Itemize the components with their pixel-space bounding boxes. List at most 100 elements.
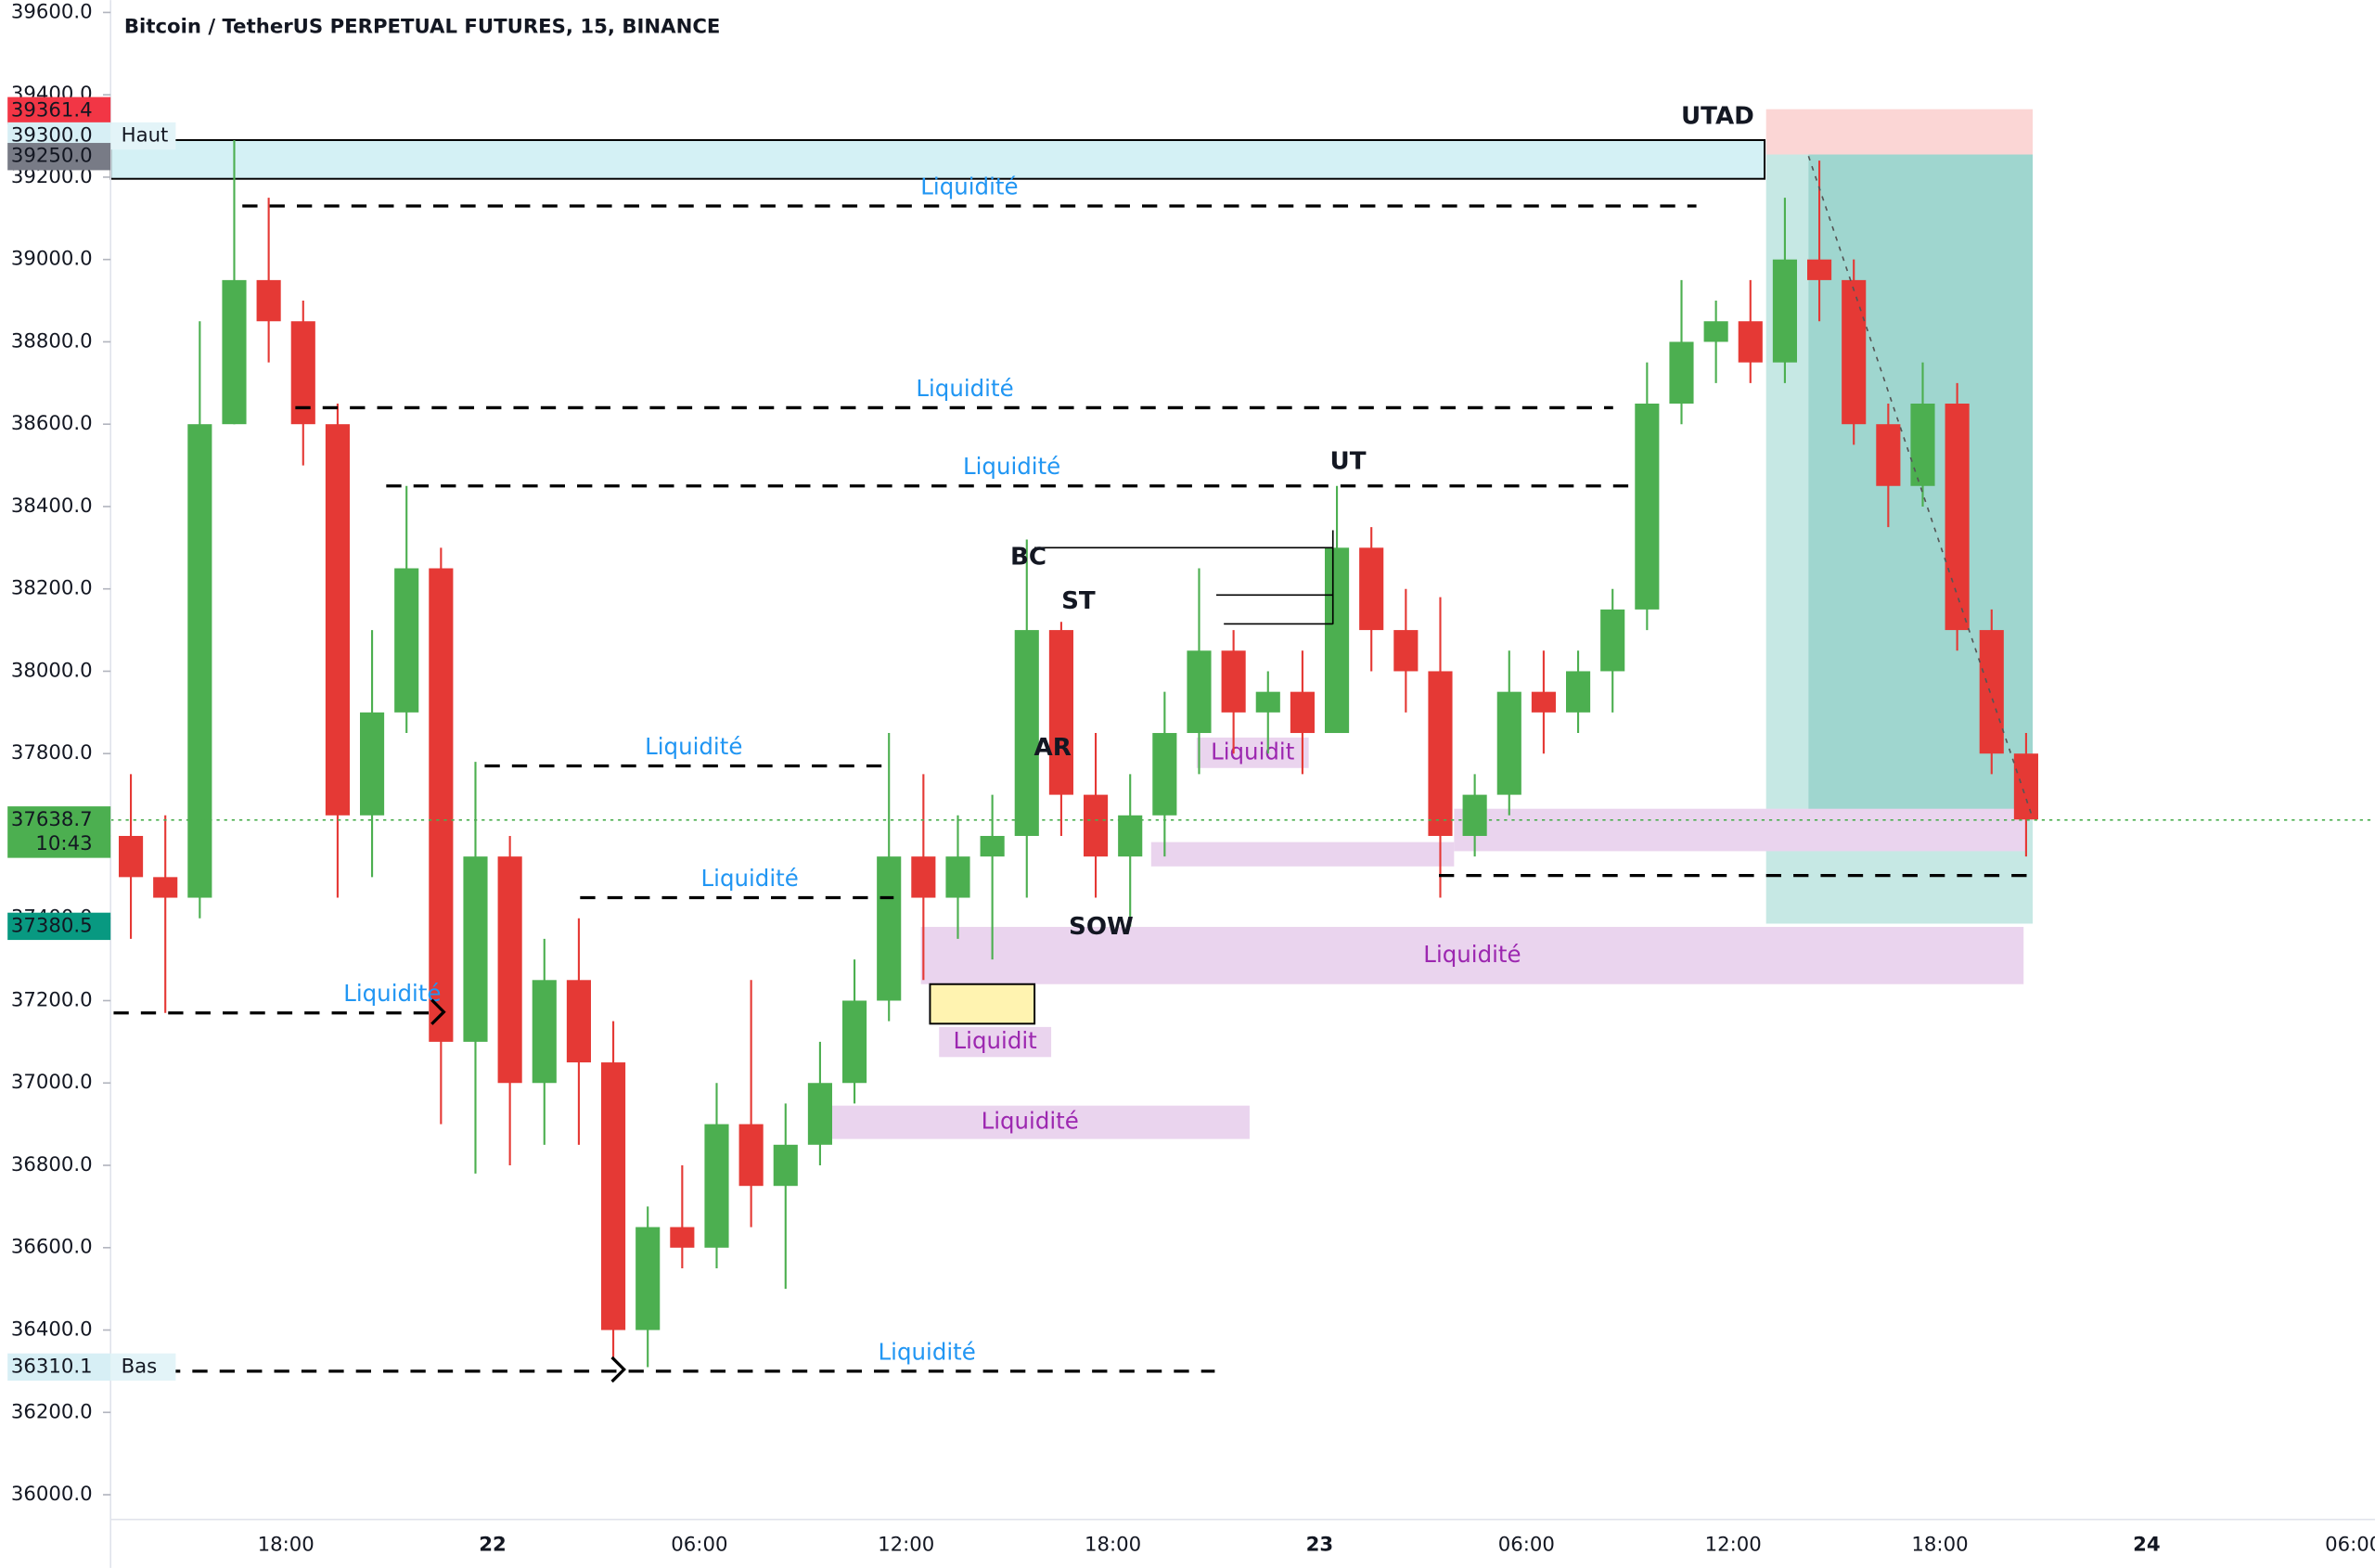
zone-label: Liquidité — [982, 1108, 1079, 1135]
liquidity-label: Liquidité — [879, 1338, 976, 1365]
candle-body — [463, 856, 488, 1042]
price-badge — [7, 806, 111, 858]
x-tick-label: 24 — [2133, 1533, 2161, 1556]
candle-body — [497, 856, 522, 1084]
candle-body — [945, 856, 970, 898]
plot-layer: LiquiditéLiquiditéLiquiditéLiquiditéLiqu… — [110, 102, 2375, 1373]
x-tick-label: 18:00 — [1911, 1533, 1968, 1556]
liquidity-label: Liquidité — [963, 453, 1060, 480]
candle-body — [187, 424, 212, 898]
candle-body — [807, 1083, 832, 1145]
candle-body — [1290, 691, 1315, 734]
x-tick-label: 12:00 — [878, 1533, 934, 1556]
y-tick-label: 38400.0 — [11, 495, 93, 518]
candle-body — [1531, 691, 1556, 713]
candle-body — [1462, 794, 1487, 836]
y-tick-label: 38800.0 — [11, 329, 93, 353]
event-label: SOW — [1069, 913, 1134, 941]
candle-body — [2013, 753, 2038, 820]
y-tick-label: 36600.0 — [11, 1236, 93, 1259]
liquidity-label: Liquidité — [343, 980, 441, 1007]
candle-body — [773, 1144, 798, 1187]
zone-label: Liquidit — [1211, 738, 1295, 765]
candle-body — [153, 877, 178, 898]
liquidity-label: Liquidité — [916, 375, 1013, 402]
candle-body — [1600, 609, 1625, 672]
zone — [920, 927, 2024, 984]
candle-body — [1910, 404, 1935, 486]
price-tag-label: Bas — [122, 1355, 158, 1378]
candle-body — [1842, 279, 1867, 425]
zone — [1196, 737, 1309, 768]
price-badge-label: 37380.5 — [11, 914, 93, 937]
axis-layer: 36000.0 36200.0 36400.0 36600.0 36800.0 37000… — [7, 0, 2375, 1556]
y-tick-label: 36200.0 — [11, 1400, 93, 1423]
candle-body — [532, 980, 557, 1084]
y-tick-label: 37200.0 — [11, 988, 93, 1011]
zone — [1454, 808, 2027, 852]
candle-body — [635, 1227, 661, 1330]
zone — [1150, 842, 1455, 867]
chevron — [430, 998, 446, 1025]
zone — [810, 1105, 1250, 1139]
candle-body — [360, 712, 385, 816]
zone — [109, 139, 1766, 180]
candle-body — [1393, 630, 1419, 672]
price-tag — [110, 122, 176, 150]
candle-body — [704, 1124, 729, 1248]
candle-body — [1945, 404, 1970, 631]
candle-body — [119, 835, 144, 878]
event-label: UT — [1330, 448, 1367, 476]
candle-body — [394, 568, 419, 713]
y-tick-label: 36800.0 — [11, 1153, 93, 1176]
countdown-label: 10:43 — [35, 832, 92, 855]
candle-body — [1703, 321, 1728, 342]
x-tick-label: 06:00 — [2325, 1533, 2375, 1556]
x-tick-label: 22 — [479, 1533, 507, 1556]
x-tick-label: 12:00 — [1705, 1533, 1762, 1556]
y-tick-label: 39000.0 — [11, 248, 93, 271]
candle-body — [1048, 630, 1073, 795]
candle-body — [1979, 630, 2004, 754]
candle-body — [1221, 650, 1246, 713]
candle-body — [1428, 671, 1453, 836]
zone — [1765, 109, 2034, 155]
candle-body — [980, 835, 1005, 857]
candle-body — [1772, 259, 1797, 363]
candle-body — [1118, 815, 1143, 857]
price-tag-label: Haut — [122, 124, 169, 148]
candle-body — [1359, 547, 1384, 631]
price-badge-label: 36310.1 — [11, 1355, 93, 1378]
zones-layer: Liquidité Liquidit Liquidité Liquidit — [109, 109, 2034, 1139]
zone — [929, 983, 1036, 1025]
liquidity-label: Liquidité — [920, 173, 1018, 199]
x-tick-label: 18:00 — [1085, 1533, 1141, 1556]
candle-body — [1669, 341, 1694, 405]
candle-body — [325, 424, 350, 816]
y-tick-label: 39600.0 — [11, 0, 93, 23]
y-tick-label: 38600.0 — [11, 412, 93, 435]
price-badge — [7, 912, 111, 941]
price-badge-label: 39250.0 — [11, 145, 93, 168]
candle-body — [1187, 650, 1212, 734]
candle-body — [670, 1227, 695, 1248]
candle-body — [1152, 733, 1177, 816]
chart-title: Bitcoin / TetherUS PERPETUAL FUTURES, 15… — [124, 15, 721, 38]
x-tick-label: 06:00 — [671, 1533, 727, 1556]
zone-label: Liquidit — [954, 1027, 1038, 1054]
y-tick-label: 38200.0 — [11, 577, 93, 600]
price-tag — [110, 1353, 176, 1382]
candle-body — [842, 1000, 867, 1084]
candle-body — [1566, 671, 1591, 713]
event-label: BC — [1010, 543, 1046, 571]
price-badge — [7, 143, 111, 171]
y-tick-label: 36400.0 — [11, 1318, 93, 1342]
liquidity-label: Liquidité — [645, 733, 742, 760]
candle-body — [429, 568, 454, 1042]
price-badge-label: 39361.4 — [11, 98, 93, 122]
candle-body — [1255, 691, 1280, 713]
y-tick-label: 36000.0 — [11, 1483, 93, 1506]
candle-body — [1496, 691, 1521, 795]
